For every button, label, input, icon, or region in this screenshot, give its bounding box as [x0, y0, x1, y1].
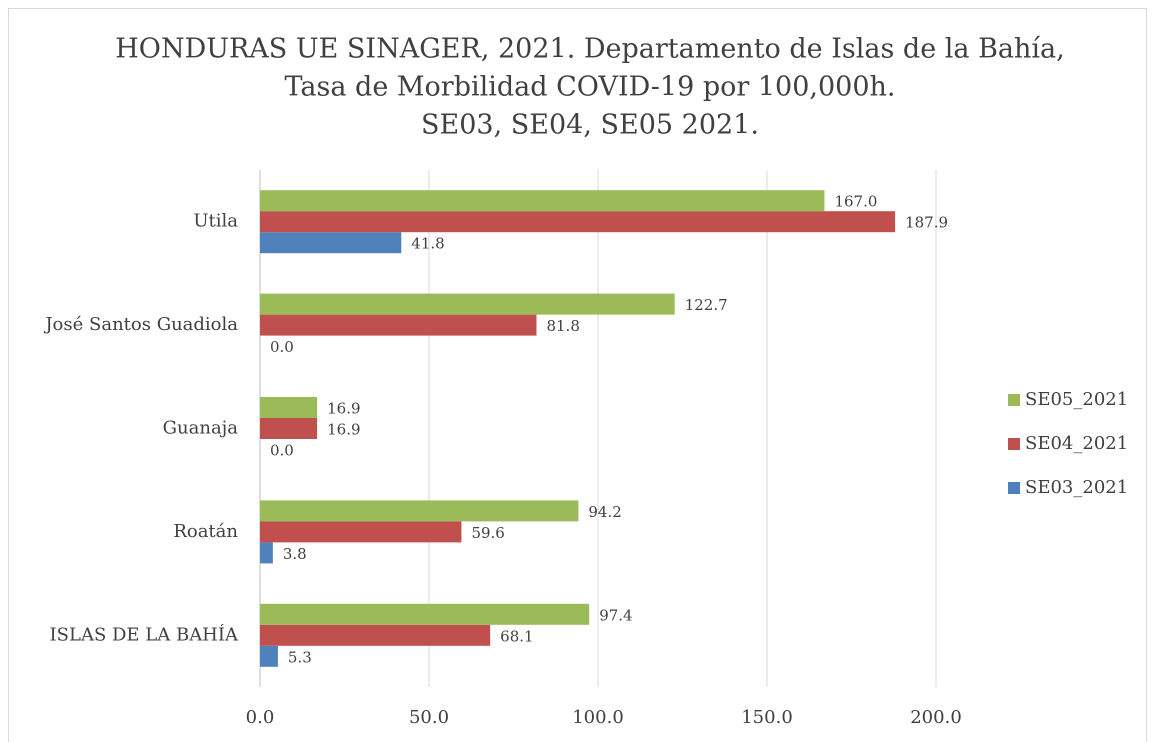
- y-tick-label: Guanaja: [163, 418, 239, 439]
- data-label: 187.9: [905, 214, 948, 232]
- chart-title: Tasa de Morbilidad COVID-19 por 100,000h…: [285, 72, 896, 103]
- x-tick-label: 50.0: [409, 707, 449, 728]
- chart-title: HONDURAS UE SINAGER, 2021. Departamento …: [115, 34, 1064, 65]
- data-label: 167.0: [834, 193, 877, 211]
- chart-title: SE03, SE04, SE05 2021.: [421, 110, 759, 141]
- x-tick-label: 0.0: [246, 707, 275, 728]
- x-tick-label: 100.0: [572, 707, 624, 728]
- data-label: 0.0: [270, 338, 294, 356]
- data-label: 97.4: [599, 606, 632, 624]
- data-label: 16.9: [327, 421, 360, 439]
- data-label: 122.7: [685, 296, 728, 314]
- x-tick-label: 200.0: [910, 707, 962, 728]
- bar: [260, 645, 278, 667]
- data-label: 68.1: [500, 627, 533, 645]
- legend-swatch: [1008, 482, 1020, 494]
- data-label: 5.3: [288, 648, 312, 666]
- bar: [260, 314, 537, 336]
- legend-label: SE04_2021: [1025, 433, 1128, 454]
- bar: [260, 232, 402, 254]
- bar: [260, 500, 579, 522]
- bar: [260, 418, 318, 439]
- bar: [260, 293, 675, 315]
- data-label: 94.2: [588, 503, 621, 521]
- data-label: 59.6: [471, 524, 504, 542]
- bar: [260, 211, 896, 233]
- y-tick-label: Utila: [193, 211, 238, 232]
- bar: [260, 521, 462, 543]
- data-label: 41.8: [411, 235, 444, 253]
- y-tick-label: ISLAS DE LA BAHÍA: [50, 622, 239, 645]
- x-tick-label: 150.0: [741, 707, 793, 728]
- y-tick-label: Roatán: [173, 521, 238, 542]
- legend-swatch: [1008, 438, 1020, 450]
- bar: [260, 397, 318, 418]
- bar: [260, 542, 273, 564]
- legend-label: SE05_2021: [1025, 389, 1128, 410]
- bar: [260, 603, 590, 625]
- bar: [260, 624, 491, 646]
- y-tick-label: José Santos Guadiola: [43, 314, 238, 335]
- legend-swatch: [1008, 394, 1020, 406]
- data-label: 0.0: [270, 442, 294, 460]
- data-label: 81.8: [546, 317, 579, 335]
- data-label: 16.9: [327, 400, 360, 418]
- data-label: 3.8: [283, 545, 307, 563]
- legend-label: SE03_2021: [1025, 477, 1128, 498]
- bar: [260, 190, 825, 212]
